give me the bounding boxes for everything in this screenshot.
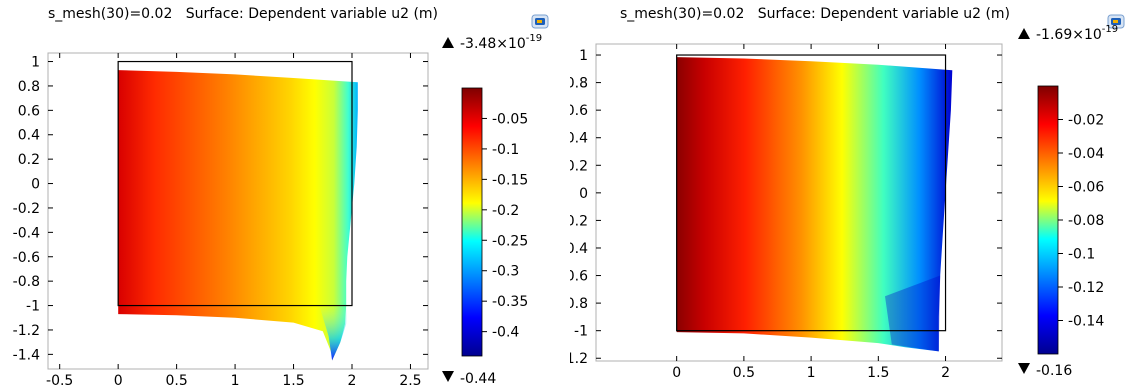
y-tick-label: 0.6 — [18, 103, 40, 119]
colorbar-tick-label: -0.08 — [1068, 213, 1104, 229]
x-tick-label: 1 — [231, 373, 240, 389]
y-tick-label: 0.2 — [570, 158, 588, 174]
colorbar-min-label: -0.44 — [460, 371, 496, 387]
y-tick-label: 0.8 — [570, 76, 588, 92]
axes-frame — [47, 52, 429, 370]
x-tick-label: 1 — [807, 365, 816, 381]
plot-title-right: s_mesh(30)=0.02 Surface: Dependent varia… — [620, 6, 1011, 22]
colorbar — [461, 87, 483, 357]
colorbar-tick-label: -0.1 — [492, 142, 519, 158]
colorbar-tick-label: -0.15 — [492, 172, 528, 188]
x-tick-label: 0 — [114, 373, 123, 389]
x-tick-label: 0.5 — [733, 365, 755, 381]
colorbar-tick-label: -0.14 — [1068, 314, 1104, 330]
colorbar-tick-label: -0.04 — [1068, 146, 1104, 162]
x-tick-label: 1.5 — [867, 365, 889, 381]
y-tick-label: -0.6 — [570, 269, 588, 285]
y-tick-label: 0 — [31, 177, 40, 193]
plot-title-left: s_mesh(30)=0.02 Surface: Dependent varia… — [48, 6, 439, 22]
y-tick-label: 0.8 — [18, 79, 40, 95]
y-tick-label: 0.2 — [18, 152, 40, 168]
y-tick-label: 0.4 — [570, 131, 588, 147]
plot-panel-left: s_mesh(30)=0.02 Surface: Dependent varia… — [13, 6, 549, 389]
y-tick-label: -1.4 — [13, 347, 40, 363]
y-tick-label: -0.4 — [13, 225, 40, 241]
colorbar-tick-label: -0.1 — [1068, 247, 1095, 263]
y-tick-label: -1 — [574, 324, 588, 340]
y-tick-label: -0.8 — [570, 296, 588, 312]
axes-frame — [595, 43, 1003, 362]
y-tick-label: 0 — [579, 186, 588, 202]
colorbar-max-exponent: -19 — [1102, 24, 1118, 35]
min-triangle-icon — [442, 371, 454, 382]
x-tick-label: -0.5 — [46, 373, 73, 389]
y-tick-label: -0.8 — [13, 274, 40, 290]
x-tick-label: 0 — [672, 365, 681, 381]
x-tick-label: 2.5 — [399, 373, 421, 389]
graphics-logo-icon — [531, 14, 549, 29]
plot-panel-right: s_mesh(30)=0.02 Surface: Dependent varia… — [570, 0, 1140, 389]
y-tick-label: -0.2 — [13, 201, 40, 217]
colorbar-tick-label: -0.2 — [492, 203, 519, 219]
colorbar-tick-label: -0.02 — [1068, 113, 1104, 129]
surface-tip-shading — [885, 275, 941, 352]
max-triangle-icon — [442, 37, 454, 48]
reference-square — [676, 54, 947, 332]
deformed-surface — [118, 70, 358, 361]
y-tick-label: 0.4 — [18, 128, 40, 144]
colorbar-max-label: -3.48×10-19 — [460, 33, 542, 52]
x-tick-label: 2 — [941, 365, 950, 381]
y-tick-label: 1 — [579, 48, 588, 64]
colorbar-tick-label: -0.3 — [492, 264, 519, 280]
colorbar — [1037, 85, 1059, 355]
colorbar-min-label: -0.16 — [1036, 363, 1072, 379]
x-tick-label: 2 — [348, 373, 357, 389]
colorbar-tick-label: -0.4 — [492, 325, 519, 341]
y-tick-label: -0.2 — [570, 213, 588, 229]
colorbar-tick-label: -0.12 — [1068, 280, 1104, 296]
x-tick-label: 0.5 — [165, 373, 187, 389]
y-tick-label: -1.2 — [13, 323, 40, 339]
reference-square — [117, 60, 353, 307]
y-tick-label: 0.6 — [570, 103, 588, 119]
colorbar-tick-label: -0.05 — [492, 111, 528, 127]
y-tick-label: -1.2 — [570, 351, 588, 367]
colorbar-max-label: -1.69×10-19 — [1036, 24, 1118, 43]
surface-tip-shading — [319, 305, 348, 361]
graphics-logo-icon — [1107, 14, 1125, 29]
min-triangle-icon — [1018, 363, 1030, 374]
max-triangle-icon — [1018, 28, 1030, 39]
colorbar-tick-label: -0.25 — [492, 233, 528, 249]
plot-svg-right: 0 0.5 1 1.5 2 1 0.8 0.6 0.4 0.2 0 -0.2 -0.4 -0.6 -0.8 -… — [570, 24, 1118, 381]
colorbar-tick-label: -0.35 — [492, 294, 528, 310]
y-tick-label: -1 — [26, 299, 40, 315]
colorbar-max-exponent: -19 — [526, 33, 542, 44]
deformed-surface — [676, 57, 953, 352]
y-tick-label: -0.6 — [13, 250, 40, 266]
y-tick-label: -0.4 — [570, 241, 588, 257]
plot-svg-left: -0.5 0 0.5 1 1.5 2 2.5 1 0.8 0.6 0.4 0.2 0 -0.2 -0.4 -0… — [13, 33, 542, 389]
x-tick-label: 1.5 — [282, 373, 304, 389]
colorbar-tick-label: -0.06 — [1068, 180, 1104, 196]
y-tick-label: 1 — [31, 55, 40, 71]
